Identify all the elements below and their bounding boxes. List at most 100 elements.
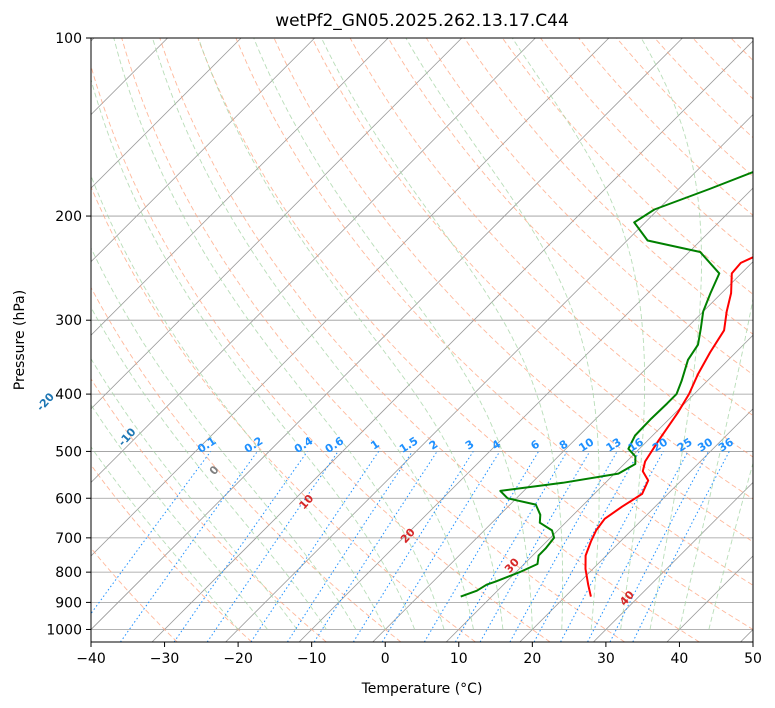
dry-adiabat-line (387, 38, 753, 417)
moist-adiabat-line (91, 446, 239, 630)
isotherm-line (225, 114, 753, 642)
moist-adiabat-line (405, 38, 600, 630)
mixing-ratio-line (609, 451, 709, 642)
moist-adiabat-line (91, 357, 298, 630)
moist-adiabat-line (708, 461, 753, 630)
dry-adiabat-line (464, 38, 753, 335)
dry-adiabat-line (197, 38, 753, 631)
mixing-ratio-line (509, 451, 618, 642)
moist-adiabat-line (320, 38, 564, 630)
x-tick-label: −20 (223, 651, 253, 667)
temperature-line (584, 256, 753, 597)
x-tick-label: −30 (150, 651, 180, 667)
moist-adiabat-line (253, 38, 533, 630)
isotherm-line (91, 38, 463, 410)
mixing-ratio-line (119, 451, 258, 642)
y-tick-label: 800 (55, 565, 82, 581)
dry-adiabat-line (540, 38, 753, 256)
moist-adiabat-line (91, 174, 386, 630)
dry-adiabat-line (311, 38, 753, 500)
x-tick-label: −40 (76, 651, 106, 667)
mixing-ratio-label: 1.5 (397, 434, 420, 456)
moist-adiabat-line (511, 38, 646, 630)
mixing-ratio-label: 0.1 (195, 434, 218, 456)
mixing-ratio-label: 3 (463, 437, 477, 452)
y-tick-label: 200 (55, 209, 82, 225)
x-tick-label: 0 (381, 651, 390, 667)
isotherm-line (740, 628, 753, 642)
mixing-ratio-label: 0.6 (323, 434, 347, 456)
x-tick-label: −10 (297, 651, 327, 667)
x-tick-label: 30 (597, 651, 615, 667)
moist-adiabat-line (91, 246, 357, 630)
mixing-ratio-line (173, 451, 308, 642)
y-tick-label: 300 (55, 313, 82, 329)
mixing-ratio-label: 1 (368, 437, 382, 452)
y-tick-label: 600 (55, 491, 82, 507)
y-tick-label: 900 (55, 595, 82, 611)
dewpoint-line (460, 171, 753, 598)
dry-adiabat-line (91, 378, 327, 642)
mixing-ratio-line (632, 451, 730, 642)
dry-adiabat-line (425, 38, 753, 376)
plot-frame (90, 37, 754, 643)
mixing-ratio-line (587, 451, 689, 642)
y-tick-label: 1000 (46, 622, 82, 638)
dry-adiabat-label: -20 (34, 390, 57, 414)
mixing-ratio-label: 2 (427, 438, 441, 453)
isotherm-line (91, 38, 389, 336)
mixing-ratio-line (91, 451, 212, 615)
x-tick-label: 40 (671, 651, 689, 667)
moist-adiabat-line (91, 306, 327, 630)
mixing-ratio-line (381, 451, 501, 642)
dry-adiabat-line (616, 38, 753, 177)
dry-adiabat-line (578, 38, 753, 216)
dry-adiabat-label: 0 (207, 463, 222, 478)
dry-adiabat-label: 40 (617, 588, 637, 608)
dry-adiabat-line (91, 547, 178, 642)
dry-adiabat-line (91, 464, 253, 642)
isotherm-line (372, 261, 753, 642)
isotherm-line (445, 334, 753, 642)
isotherm-line (593, 481, 753, 642)
isotherm-line (91, 38, 242, 189)
isotherm-line (519, 408, 753, 642)
moist-adiabat-line (640, 38, 702, 630)
dry-adiabat-line (159, 38, 700, 642)
x-tick-label: 10 (450, 651, 468, 667)
dry-adiabat-line (769, 38, 775, 642)
moist-adiabat-line (152, 38, 474, 630)
mixing-ratio-line (533, 451, 640, 642)
y-tick-label: 100 (55, 31, 82, 47)
y-tick-label: 700 (55, 531, 82, 547)
mixing-ratio-label: 8 (557, 438, 571, 453)
mixing-ratio-line (423, 451, 540, 642)
moist-adiabat-line (113, 38, 445, 630)
mixing-ratio-label: 6 (528, 437, 542, 452)
isotherm-line (151, 40, 753, 642)
x-axis-label: Temperature (°C) (361, 681, 483, 697)
mixing-ratio-line (286, 451, 413, 642)
y-tick-label: 500 (55, 444, 82, 460)
moist-adiabat-line (678, 296, 753, 630)
mixing-ratio-line (250, 451, 380, 642)
x-tick-label: 50 (744, 651, 762, 667)
y-axis-label: Pressure (hPa) (12, 290, 28, 390)
mixing-ratio-label: 0.4 (292, 434, 316, 456)
dry-adiabat-line (692, 38, 753, 100)
mixing-ratio-line (206, 451, 339, 642)
moist-adiabat-line (91, 403, 268, 630)
dry-adiabat-line (91, 286, 402, 642)
dry-adiabat-line (654, 38, 753, 139)
mixing-ratio-line (313, 451, 438, 642)
dry-adiabat-line (91, 185, 476, 642)
dry-adiabat-line (91, 64, 551, 642)
isotherm-line (91, 38, 536, 483)
moist-adiabat-line (91, 78, 416, 630)
moist-adiabat-line (197, 38, 504, 630)
dry-adiabat-line (273, 38, 753, 543)
x-tick-label: 20 (523, 651, 541, 667)
isotherm-line (91, 38, 683, 631)
mixing-ratio-line (560, 451, 664, 642)
